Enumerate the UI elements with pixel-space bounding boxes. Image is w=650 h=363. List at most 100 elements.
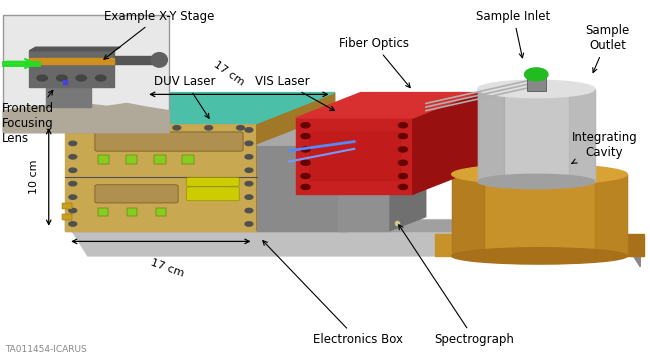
Text: Fiber Optics: Fiber Optics [339, 37, 410, 87]
Polygon shape [569, 89, 595, 182]
Polygon shape [257, 145, 348, 231]
Circle shape [245, 128, 253, 132]
Polygon shape [65, 123, 257, 231]
Circle shape [141, 126, 149, 130]
Ellipse shape [452, 164, 627, 184]
Circle shape [76, 75, 86, 81]
Circle shape [245, 155, 253, 159]
Circle shape [109, 126, 117, 130]
Polygon shape [296, 93, 478, 118]
FancyBboxPatch shape [3, 15, 169, 132]
Circle shape [301, 160, 310, 165]
FancyBboxPatch shape [187, 178, 239, 186]
Circle shape [398, 184, 408, 189]
Bar [62, 214, 72, 220]
Circle shape [69, 195, 77, 199]
Polygon shape [452, 174, 484, 256]
Text: Spectrograph: Spectrograph [398, 225, 514, 346]
Bar [127, 208, 137, 216]
Bar [182, 155, 194, 164]
Circle shape [69, 208, 77, 213]
Text: TA011454-ICARUS: TA011454-ICARUS [5, 345, 87, 354]
FancyBboxPatch shape [187, 187, 239, 201]
Circle shape [398, 123, 408, 128]
Polygon shape [618, 220, 640, 267]
Circle shape [245, 195, 253, 199]
Polygon shape [338, 180, 426, 194]
Polygon shape [3, 103, 169, 132]
Circle shape [69, 168, 77, 172]
Text: DUV Laser: DUV Laser [155, 75, 216, 118]
Polygon shape [452, 174, 627, 256]
Circle shape [301, 184, 310, 189]
Text: Sample
Outlet: Sample Outlet [586, 24, 630, 73]
Circle shape [245, 168, 253, 172]
Ellipse shape [151, 53, 168, 67]
Ellipse shape [478, 80, 595, 98]
Text: Integrating
Cavity: Integrating Cavity [571, 131, 638, 163]
Circle shape [398, 174, 408, 179]
Polygon shape [29, 51, 114, 87]
Polygon shape [436, 234, 458, 256]
Circle shape [301, 147, 310, 152]
Circle shape [525, 68, 548, 81]
Text: 17 cm: 17 cm [150, 258, 185, 279]
Polygon shape [621, 234, 644, 256]
Text: Example X-Y Stage: Example X-Y Stage [104, 10, 214, 59]
Ellipse shape [478, 174, 595, 189]
Circle shape [57, 75, 67, 81]
Circle shape [301, 134, 310, 139]
Polygon shape [46, 87, 91, 107]
Polygon shape [413, 93, 478, 194]
Text: Frontend
Focusing
Lens: Frontend Focusing Lens [2, 90, 54, 145]
Circle shape [301, 123, 310, 128]
Circle shape [245, 208, 253, 213]
Circle shape [69, 155, 77, 159]
Bar [98, 155, 109, 164]
Polygon shape [65, 220, 640, 256]
Circle shape [69, 222, 77, 226]
Circle shape [237, 126, 244, 130]
Polygon shape [65, 220, 618, 231]
Polygon shape [257, 93, 335, 231]
Circle shape [69, 182, 77, 186]
Polygon shape [296, 118, 413, 194]
Text: Sample Inlet: Sample Inlet [476, 10, 551, 58]
Circle shape [69, 141, 77, 146]
Bar [154, 155, 166, 164]
Text: 10 cm: 10 cm [29, 160, 39, 194]
Polygon shape [114, 56, 153, 64]
Circle shape [77, 126, 85, 130]
Polygon shape [257, 122, 406, 145]
Ellipse shape [452, 248, 627, 264]
Polygon shape [338, 194, 390, 231]
Circle shape [245, 222, 253, 226]
Bar [125, 155, 137, 164]
Text: Electronics Box: Electronics Box [263, 241, 402, 346]
Polygon shape [3, 111, 169, 132]
Circle shape [245, 182, 253, 186]
Bar [98, 208, 108, 216]
Bar [156, 208, 166, 216]
FancyBboxPatch shape [95, 185, 178, 203]
Circle shape [398, 160, 408, 165]
Text: 17 cm: 17 cm [213, 59, 246, 87]
Text: VIS Laser: VIS Laser [255, 75, 335, 111]
FancyBboxPatch shape [95, 132, 243, 151]
Polygon shape [65, 93, 335, 123]
Polygon shape [29, 47, 120, 51]
Circle shape [37, 75, 47, 81]
Circle shape [245, 141, 253, 146]
Circle shape [69, 128, 77, 132]
Circle shape [205, 126, 213, 130]
Polygon shape [478, 89, 504, 182]
Polygon shape [309, 132, 400, 180]
Polygon shape [478, 89, 595, 182]
Polygon shape [348, 122, 406, 231]
Polygon shape [29, 58, 114, 64]
Circle shape [173, 126, 181, 130]
Bar [62, 203, 72, 209]
Circle shape [398, 147, 408, 152]
Circle shape [301, 174, 310, 179]
Polygon shape [390, 180, 426, 231]
